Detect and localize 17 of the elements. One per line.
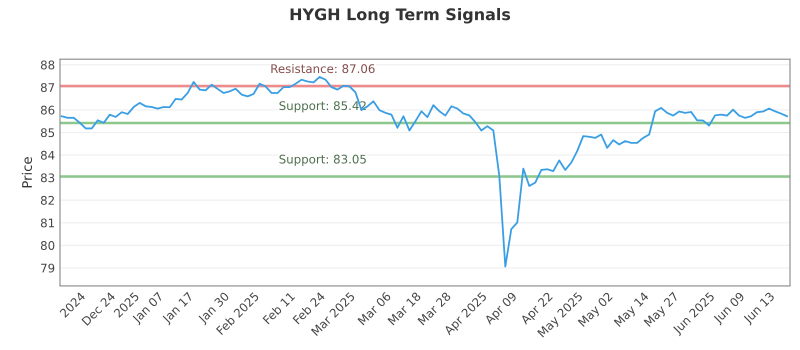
y-tick-label: 85 <box>40 128 54 138</box>
y-tick-label: 81 <box>40 218 54 228</box>
ref-line-label: Support: 83.05 <box>279 154 366 166</box>
x-tick-label: Jun 13 <box>742 292 776 326</box>
ref-line-label: Resistance: 87.06 <box>271 64 375 74</box>
y-tick-label: 80 <box>40 241 54 250</box>
y-tick-label: 86 <box>40 106 54 115</box>
y-tick-label: 82 <box>40 196 54 205</box>
line-series <box>60 76 788 268</box>
y-tick-label: 83 <box>40 173 54 182</box>
y-tick-label: 79 <box>41 264 54 273</box>
y-tick-label: 87 <box>40 83 54 92</box>
y-tick-label: 84 <box>40 150 54 160</box>
y-axis-title: Price <box>22 157 32 188</box>
y-tick-label: 88 <box>40 60 54 70</box>
x-tick-label: Jan 17 <box>161 292 195 326</box>
chart-title: HYGH Long Term Signals <box>290 8 510 24</box>
